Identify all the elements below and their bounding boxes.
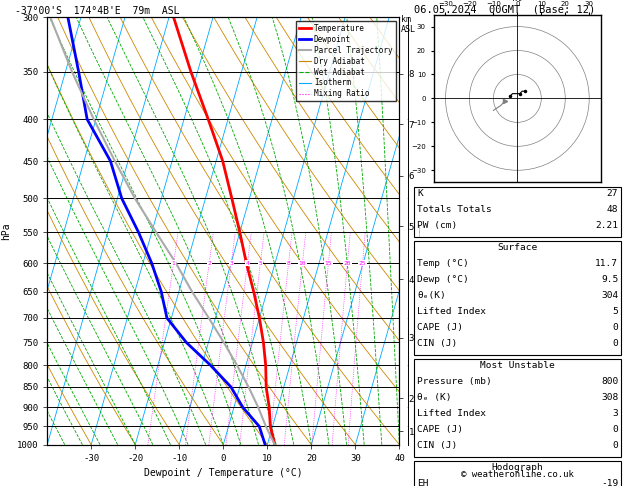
Text: 20: 20: [343, 260, 351, 266]
Text: 0: 0: [613, 339, 618, 348]
Text: 48: 48: [607, 205, 618, 214]
X-axis label: kt: kt: [513, 0, 522, 3]
Text: θₑ (K): θₑ (K): [417, 393, 452, 402]
Text: Dewp (°C): Dewp (°C): [417, 275, 469, 284]
Text: Lifted Index: Lifted Index: [417, 307, 486, 316]
Text: 800: 800: [601, 377, 618, 386]
Text: 27: 27: [607, 189, 618, 198]
Text: Hodograph: Hodograph: [492, 463, 543, 472]
Text: 5: 5: [613, 307, 618, 316]
Text: Lifted Index: Lifted Index: [417, 409, 486, 418]
Text: CIN (J): CIN (J): [417, 339, 457, 348]
Text: 25: 25: [359, 260, 366, 266]
Text: 11.7: 11.7: [595, 259, 618, 268]
Text: 10: 10: [299, 260, 306, 266]
Text: CAPE (J): CAPE (J): [417, 323, 463, 332]
Text: 3: 3: [230, 260, 233, 266]
Text: -: -: [406, 195, 409, 202]
Text: Totals Totals: Totals Totals: [417, 205, 492, 214]
Text: CAPE (J): CAPE (J): [417, 425, 463, 434]
Text: θₑ(K): θₑ(K): [417, 291, 446, 300]
Text: Pressure (mb): Pressure (mb): [417, 377, 492, 386]
Text: 3: 3: [613, 409, 618, 418]
Text: Surface: Surface: [498, 243, 538, 252]
Text: 0: 0: [613, 441, 618, 451]
Text: CIN (J): CIN (J): [417, 441, 457, 451]
Text: 304: 304: [601, 291, 618, 300]
Text: -: -: [406, 260, 409, 266]
Text: 5: 5: [259, 260, 262, 266]
Text: -: -: [406, 404, 409, 410]
Text: 9.5: 9.5: [601, 275, 618, 284]
Text: K: K: [417, 189, 423, 198]
Text: 8: 8: [287, 260, 291, 266]
Text: 0: 0: [613, 425, 618, 434]
X-axis label: Dewpoint / Temperature (°C): Dewpoint / Temperature (°C): [144, 469, 303, 478]
Text: -: -: [406, 14, 409, 20]
Text: 2: 2: [208, 260, 211, 266]
Y-axis label: Mixing Ratio (g/kg): Mixing Ratio (g/kg): [420, 224, 421, 238]
Text: Temp (°C): Temp (°C): [417, 259, 469, 268]
Text: 308: 308: [601, 393, 618, 402]
Text: EH: EH: [417, 479, 428, 486]
Text: 1: 1: [172, 260, 175, 266]
Text: 06.05.2024  00GMT  (Base: 12): 06.05.2024 00GMT (Base: 12): [414, 5, 595, 15]
Text: -: -: [406, 116, 409, 122]
Text: © weatheronline.co.uk: © weatheronline.co.uk: [461, 469, 574, 479]
Y-axis label: hPa: hPa: [1, 222, 11, 240]
Text: PW (cm): PW (cm): [417, 221, 457, 230]
Text: Most Unstable: Most Unstable: [481, 361, 555, 370]
Text: -: -: [406, 315, 409, 321]
Text: 2.21: 2.21: [595, 221, 618, 230]
Text: -: -: [406, 363, 409, 368]
Text: 4: 4: [245, 260, 249, 266]
Text: km
ASL: km ASL: [401, 15, 416, 34]
Text: -: -: [406, 423, 409, 430]
Text: -19: -19: [601, 479, 618, 486]
Text: 15: 15: [325, 260, 332, 266]
Text: 0: 0: [613, 323, 618, 332]
Legend: Temperature, Dewpoint, Parcel Trajectory, Dry Adiabat, Wet Adiabat, Isotherm, Mi: Temperature, Dewpoint, Parcel Trajectory…: [296, 21, 396, 102]
Text: -37°00'S  174°4B'E  79m  ASL: -37°00'S 174°4B'E 79m ASL: [16, 6, 180, 16]
